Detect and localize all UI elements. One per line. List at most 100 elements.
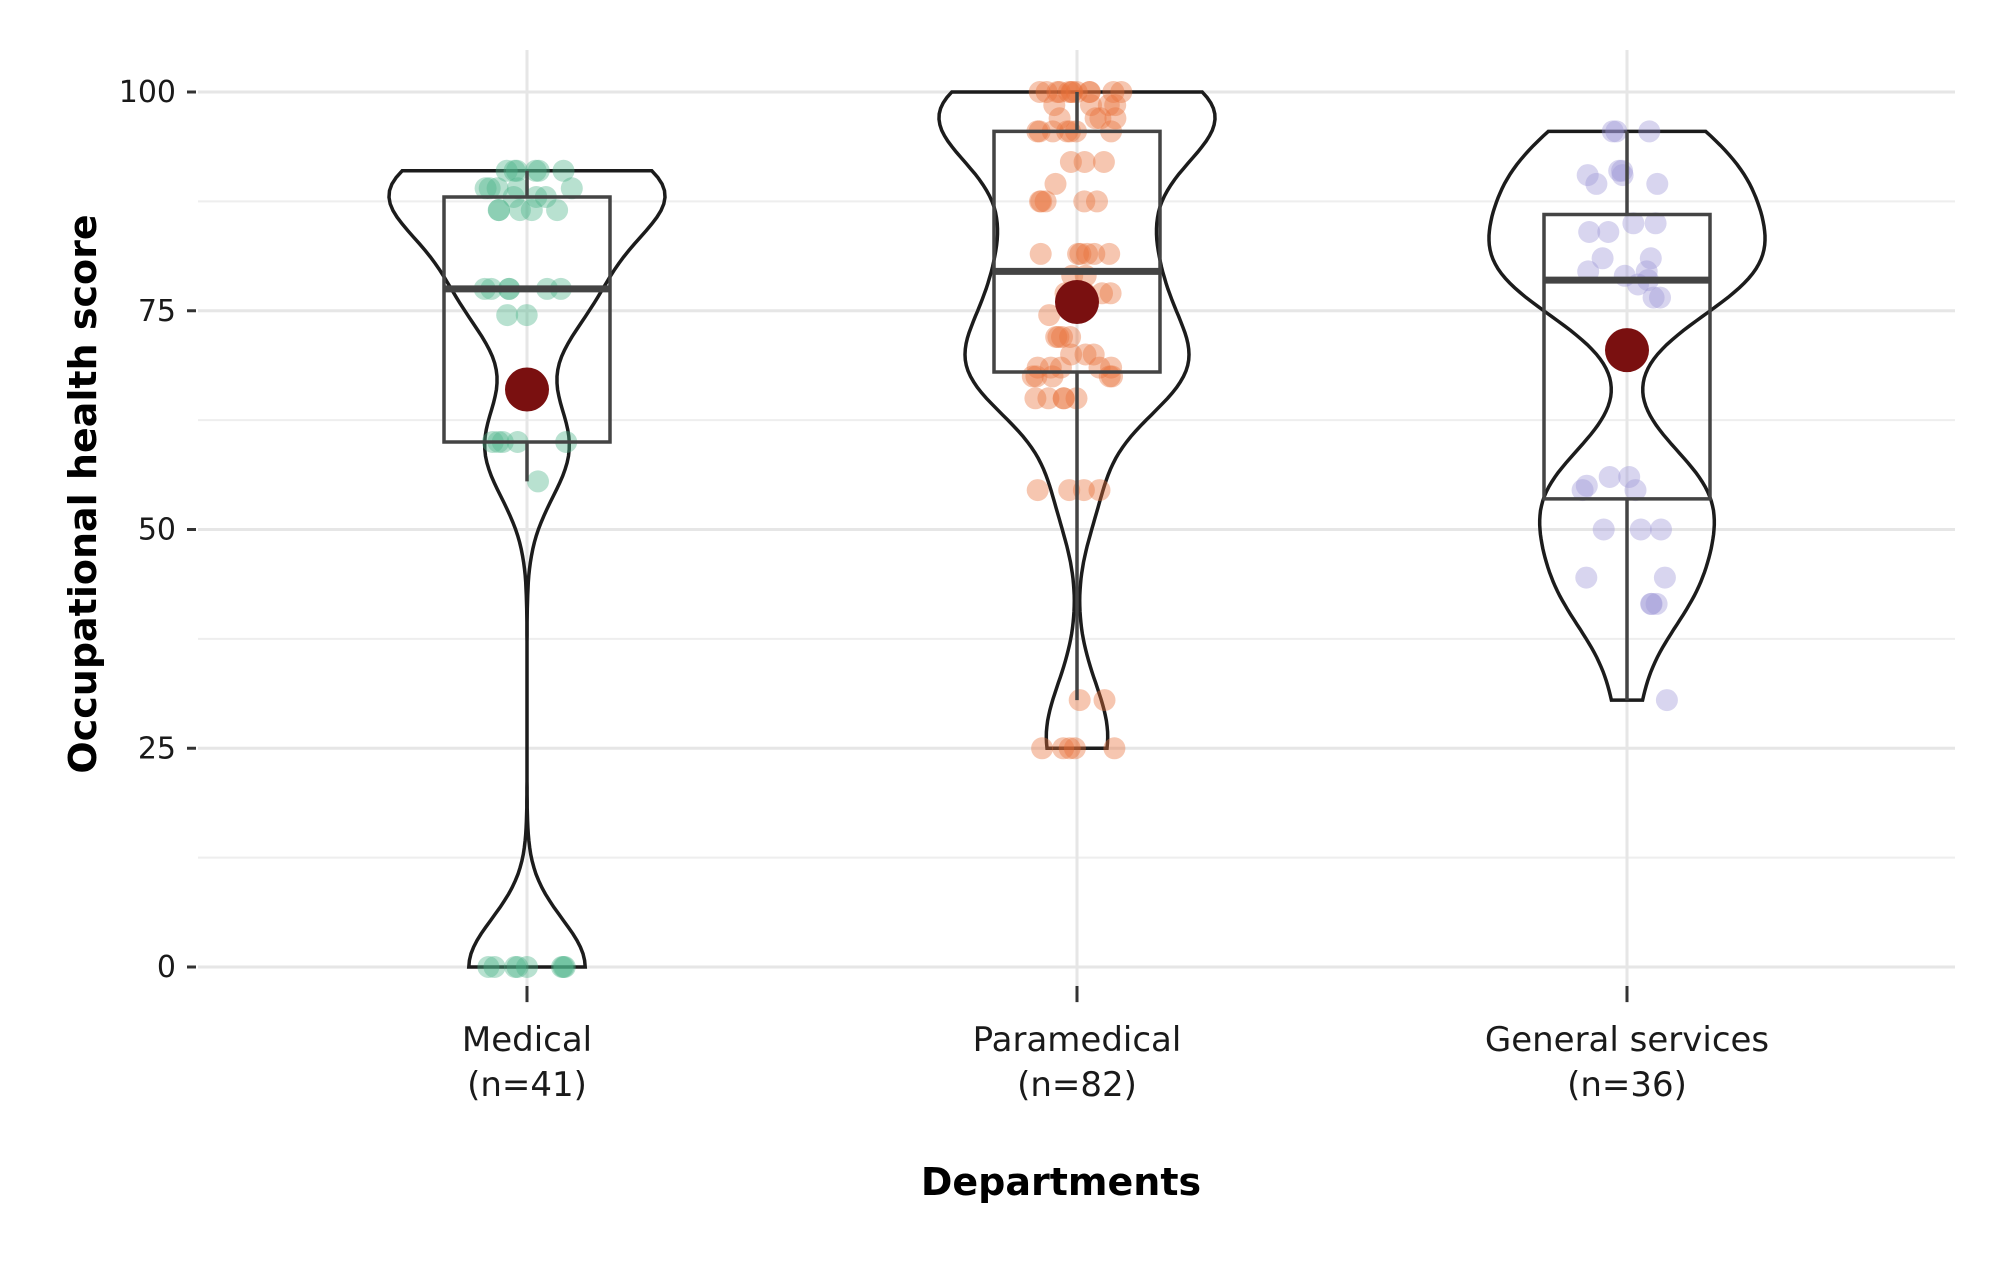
data-point — [1048, 81, 1071, 103]
data-point — [552, 159, 575, 182]
data-point — [1048, 107, 1071, 130]
data-point — [1084, 107, 1107, 130]
data-point — [1645, 592, 1668, 615]
data-point — [504, 956, 527, 978]
data-point — [553, 956, 576, 978]
data-point — [1592, 518, 1615, 541]
x-category-count: (n=36) — [1567, 1065, 1687, 1105]
data-point — [1618, 466, 1641, 488]
data-point — [516, 956, 538, 978]
data-point — [1078, 81, 1101, 103]
data-point — [1059, 151, 1082, 173]
data-point — [551, 956, 573, 978]
data-point — [1646, 172, 1669, 195]
data-point — [1037, 387, 1060, 410]
data-point — [1034, 190, 1057, 213]
data-point — [1644, 212, 1667, 235]
data-point — [508, 199, 531, 222]
data-point — [1597, 221, 1620, 243]
data-point — [483, 956, 506, 978]
data-point — [1598, 466, 1621, 488]
data-point — [487, 199, 510, 222]
data-point — [505, 159, 528, 182]
data-point — [1073, 190, 1096, 213]
data-point — [1073, 151, 1096, 173]
data-point — [486, 177, 509, 200]
data-point — [1024, 387, 1047, 410]
data-point — [1060, 343, 1083, 366]
mean-marker — [1605, 328, 1649, 373]
x-category-label: General services — [1485, 1020, 1769, 1060]
data-point — [503, 159, 526, 182]
data-point — [1622, 212, 1645, 235]
data-point — [527, 159, 550, 182]
data-point — [1063, 737, 1086, 760]
data-point — [1099, 282, 1122, 305]
data-point — [1642, 286, 1665, 309]
data-point — [1030, 190, 1053, 213]
y-tick-label: 75 — [138, 294, 176, 329]
mean-marker — [505, 367, 549, 412]
data-point — [1575, 474, 1598, 497]
data-point — [1069, 242, 1092, 265]
data-point — [1629, 518, 1652, 541]
box — [1542, 212, 1712, 501]
data-point — [1571, 479, 1594, 502]
data-point — [1052, 387, 1075, 410]
data-point — [560, 177, 583, 200]
data-point — [1088, 479, 1111, 502]
data-point — [1649, 286, 1671, 309]
x-axis-title: Departments — [921, 1160, 1201, 1204]
data-point — [1100, 356, 1123, 379]
data-point — [1089, 107, 1112, 130]
data-point — [1624, 479, 1647, 502]
data-point — [1080, 94, 1102, 117]
x-category-count: (n=41) — [467, 1065, 587, 1105]
data-point — [1058, 479, 1081, 502]
data-point — [478, 177, 501, 200]
data-point — [1067, 242, 1090, 265]
y-tick-label: 100 — [119, 75, 176, 110]
data-point — [1110, 81, 1133, 103]
data-point — [1045, 326, 1068, 348]
data-point — [1640, 592, 1663, 615]
data-point — [1638, 120, 1661, 143]
data-point — [1044, 172, 1067, 195]
data-point — [527, 470, 549, 493]
data-point — [1655, 689, 1678, 712]
data-point — [1083, 242, 1106, 265]
y-tick-label: 0 — [157, 950, 176, 985]
data-point — [546, 199, 569, 222]
data-point — [506, 956, 529, 978]
data-point — [1038, 304, 1061, 327]
data-point — [1585, 172, 1608, 195]
data-point — [1092, 151, 1115, 173]
data-point — [1650, 518, 1672, 541]
data-point — [1082, 343, 1105, 366]
axis-layer: 0 25 50 75 100 Medical (n=41) Paramedical (n=82)… — [119, 75, 1769, 1105]
violin-outline — [387, 169, 667, 969]
data-point — [1611, 159, 1634, 182]
data-point — [1028, 81, 1051, 103]
data-point — [1104, 107, 1127, 130]
data-point — [488, 199, 510, 222]
data-point — [1059, 326, 1082, 348]
data-point — [1608, 159, 1631, 182]
data-point — [1086, 190, 1108, 213]
data-point — [1575, 566, 1598, 589]
data-point — [1104, 94, 1127, 117]
data-point — [1043, 94, 1066, 117]
data-point — [1029, 190, 1051, 213]
data-point — [1578, 221, 1601, 243]
data-point — [1057, 81, 1080, 103]
data-point — [1097, 94, 1120, 117]
data-point — [496, 304, 519, 327]
data-point — [495, 159, 518, 182]
y-tick-label: 25 — [138, 731, 176, 766]
data-point — [1068, 689, 1091, 712]
data-point — [515, 304, 538, 327]
data-point — [1098, 242, 1121, 265]
data-point — [1103, 737, 1126, 760]
y-axis-title: Occupational health score — [61, 214, 105, 773]
